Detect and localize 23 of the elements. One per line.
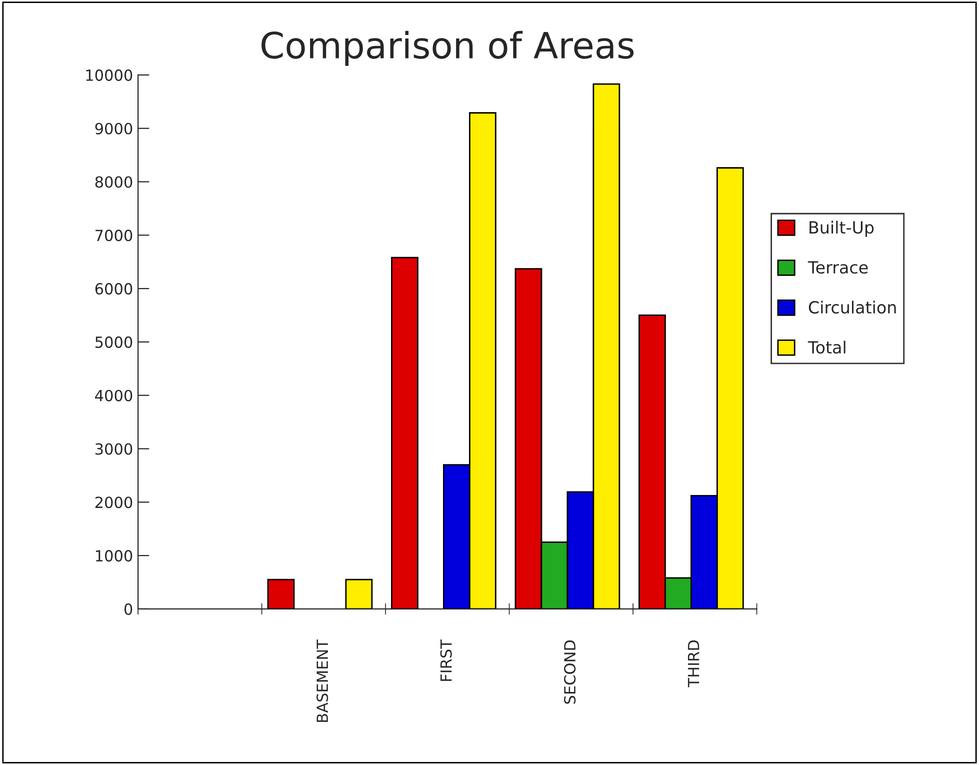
y-tick-label: 4000	[95, 390, 132, 402]
x-tick-label: SECOND	[564, 640, 576, 704]
y-tick-label: 2000	[95, 496, 132, 508]
legend-label: Circulation	[808, 300, 896, 314]
legend-label: Terrace	[808, 261, 868, 274]
legend-label: Built-Up	[810, 220, 874, 237]
chart-title: Comparison of Areas	[261, 30, 634, 66]
y-tick-label: 6000	[95, 283, 132, 295]
bar	[391, 256, 418, 609]
y-tick-label: 0	[124, 603, 132, 615]
x-tick-label: BASEMENT	[316, 639, 328, 722]
y-tick-label: 5000	[95, 336, 132, 348]
bar	[345, 578, 373, 609]
y-tick-label: 1000	[96, 550, 132, 562]
y-tick-label: 3000	[95, 443, 132, 455]
x-tick-label: FIRST	[440, 639, 452, 681]
y-tick-label: 8000	[95, 176, 132, 188]
bar	[267, 578, 295, 609]
y-tick-label: 9000	[95, 122, 132, 134]
y-tick-label: 7000	[96, 230, 132, 242]
legend-label: Total	[808, 340, 846, 354]
y-tick-label: 10000	[86, 69, 132, 81]
x-tick-label: THIRD	[688, 640, 700, 688]
